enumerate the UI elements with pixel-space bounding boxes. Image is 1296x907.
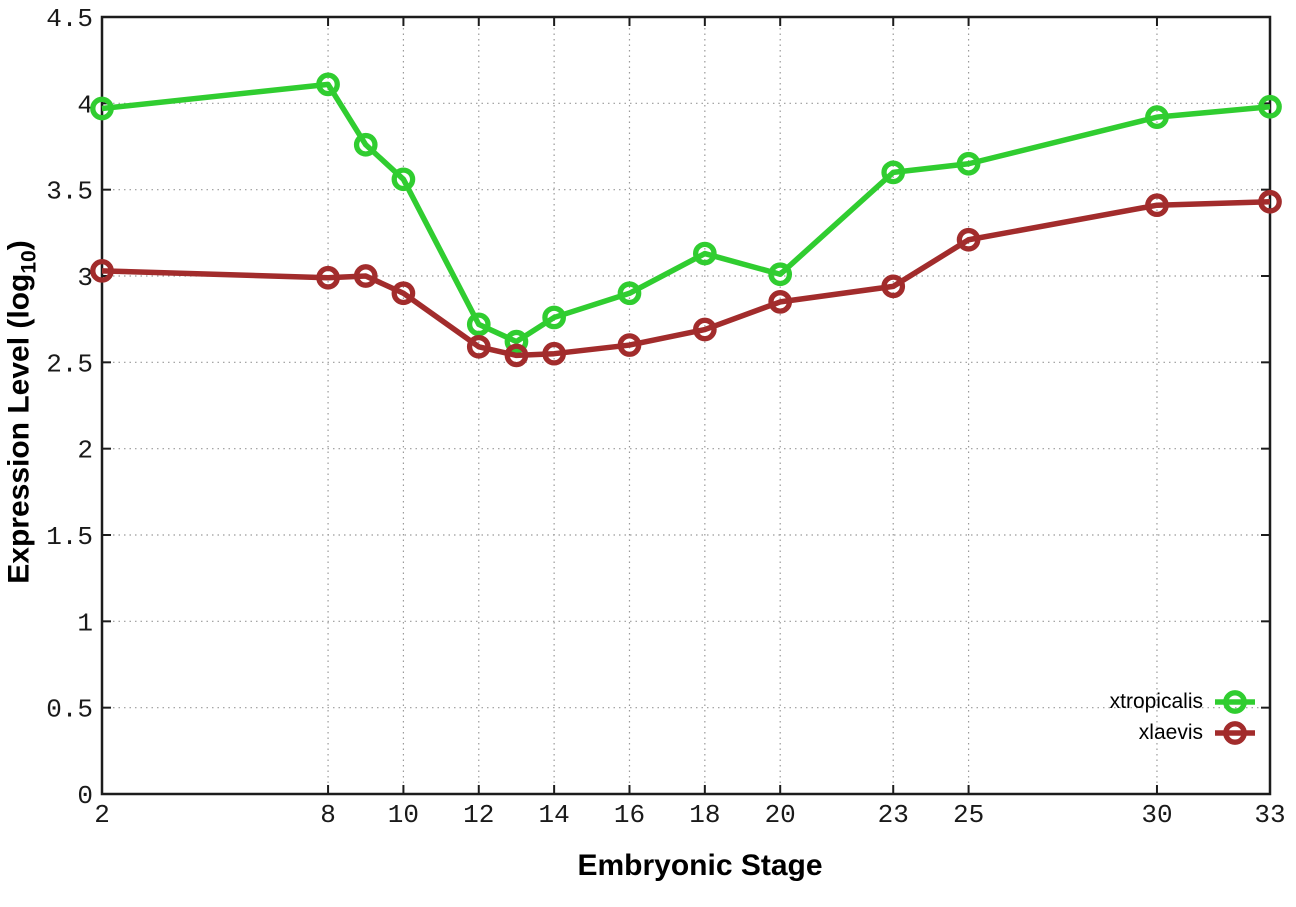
data-point-marker [768, 290, 793, 314]
y-axis-title: Expression Level (log10) [3, 240, 42, 583]
x-tick-label: 16 [614, 800, 645, 830]
x-tick-label: 2 [94, 800, 110, 830]
data-point-marker [692, 241, 717, 266]
legend-marker-xlaevis [1215, 720, 1255, 745]
data-point-marker [504, 329, 529, 354]
data-point-marker [956, 227, 981, 252]
data-point-marker [466, 334, 491, 359]
series-xlaevis [90, 189, 1282, 368]
y-tick-label: 0 [77, 781, 93, 811]
data-point-marker [90, 258, 114, 283]
legend-label-xlaevis: xlaevis [1138, 720, 1203, 744]
y-tick-label: 1 [77, 608, 93, 638]
y-axis-title-subscript: 10 [17, 250, 41, 274]
data-point-marker [956, 151, 981, 176]
data-point-marker [692, 317, 717, 342]
data-point-marker [353, 264, 378, 288]
tick-labels: 2 8 10 12 14 16 18 20 23 25 30 33 0 0.5 1 1.5 2 2.5 3 3.5 4 4… [46, 4, 1285, 830]
legend: xtropicalis xlaevis [1110, 686, 1259, 748]
data-point-marker [391, 281, 416, 306]
data-point-marker [1223, 720, 1247, 745]
data-point-marker [617, 281, 642, 306]
data-point-marker [316, 72, 340, 97]
data-point-marker [1145, 105, 1169, 129]
data-point-marker [316, 265, 340, 290]
plot-border [100, 15, 1272, 796]
x-tick-label: 14 [539, 800, 570, 830]
gridlines [102, 17, 1270, 794]
data-point-marker [391, 167, 416, 192]
data-point-marker [1258, 189, 1282, 214]
series-xtropicalis [90, 72, 1282, 354]
data-point-marker [617, 333, 642, 357]
legend-row-xtropicalis: xtropicalis [1110, 686, 1259, 717]
data-point-marker [768, 262, 793, 287]
data-point-marker [90, 96, 114, 121]
legend-row-xlaevis: xlaevis [1110, 717, 1259, 748]
data-point-marker [542, 305, 566, 330]
x-tick-label: 10 [388, 800, 419, 830]
data-point-marker [466, 312, 491, 337]
y-tick-label: 2 [77, 436, 93, 466]
x-tick-label: 12 [463, 800, 494, 830]
data-point-marker [353, 132, 378, 157]
data-point-marker [881, 160, 906, 185]
y-tick-label: 4.5 [46, 4, 93, 34]
axis-ticks [101, 16, 1271, 795]
y-axis-title-text: Expression Level (log [2, 273, 36, 584]
data-point-marker [881, 274, 906, 299]
x-tick-label: 33 [1254, 800, 1285, 830]
x-tick-label: 18 [689, 800, 720, 830]
x-tick-label: 8 [320, 800, 336, 830]
y-tick-label: 3 [77, 263, 93, 293]
x-axis-title: Embryonic Stage [577, 849, 823, 882]
x-tick-label: 20 [765, 800, 796, 830]
data-point-marker [504, 343, 529, 368]
y-tick-label: 0.5 [46, 695, 93, 725]
y-tick-label: 3.5 [46, 177, 93, 207]
legend-label-xtropicalis: xtropicalis [1109, 689, 1203, 713]
data-point-marker [1258, 94, 1282, 119]
y-tick-label: 2.5 [46, 349, 93, 379]
data-point-marker [542, 341, 566, 366]
x-tick-label: 25 [953, 800, 984, 830]
data-point-marker [1145, 193, 1169, 218]
x-tick-label: 30 [1141, 800, 1172, 830]
data-point-marker [1223, 689, 1247, 714]
y-tick-label: 4 [77, 90, 93, 120]
y-axis-title-close: ) [2, 240, 36, 251]
legend-marker-xtropicalis [1215, 689, 1255, 714]
y-tick-label: 1.5 [46, 522, 93, 552]
x-tick-label: 23 [878, 800, 909, 830]
